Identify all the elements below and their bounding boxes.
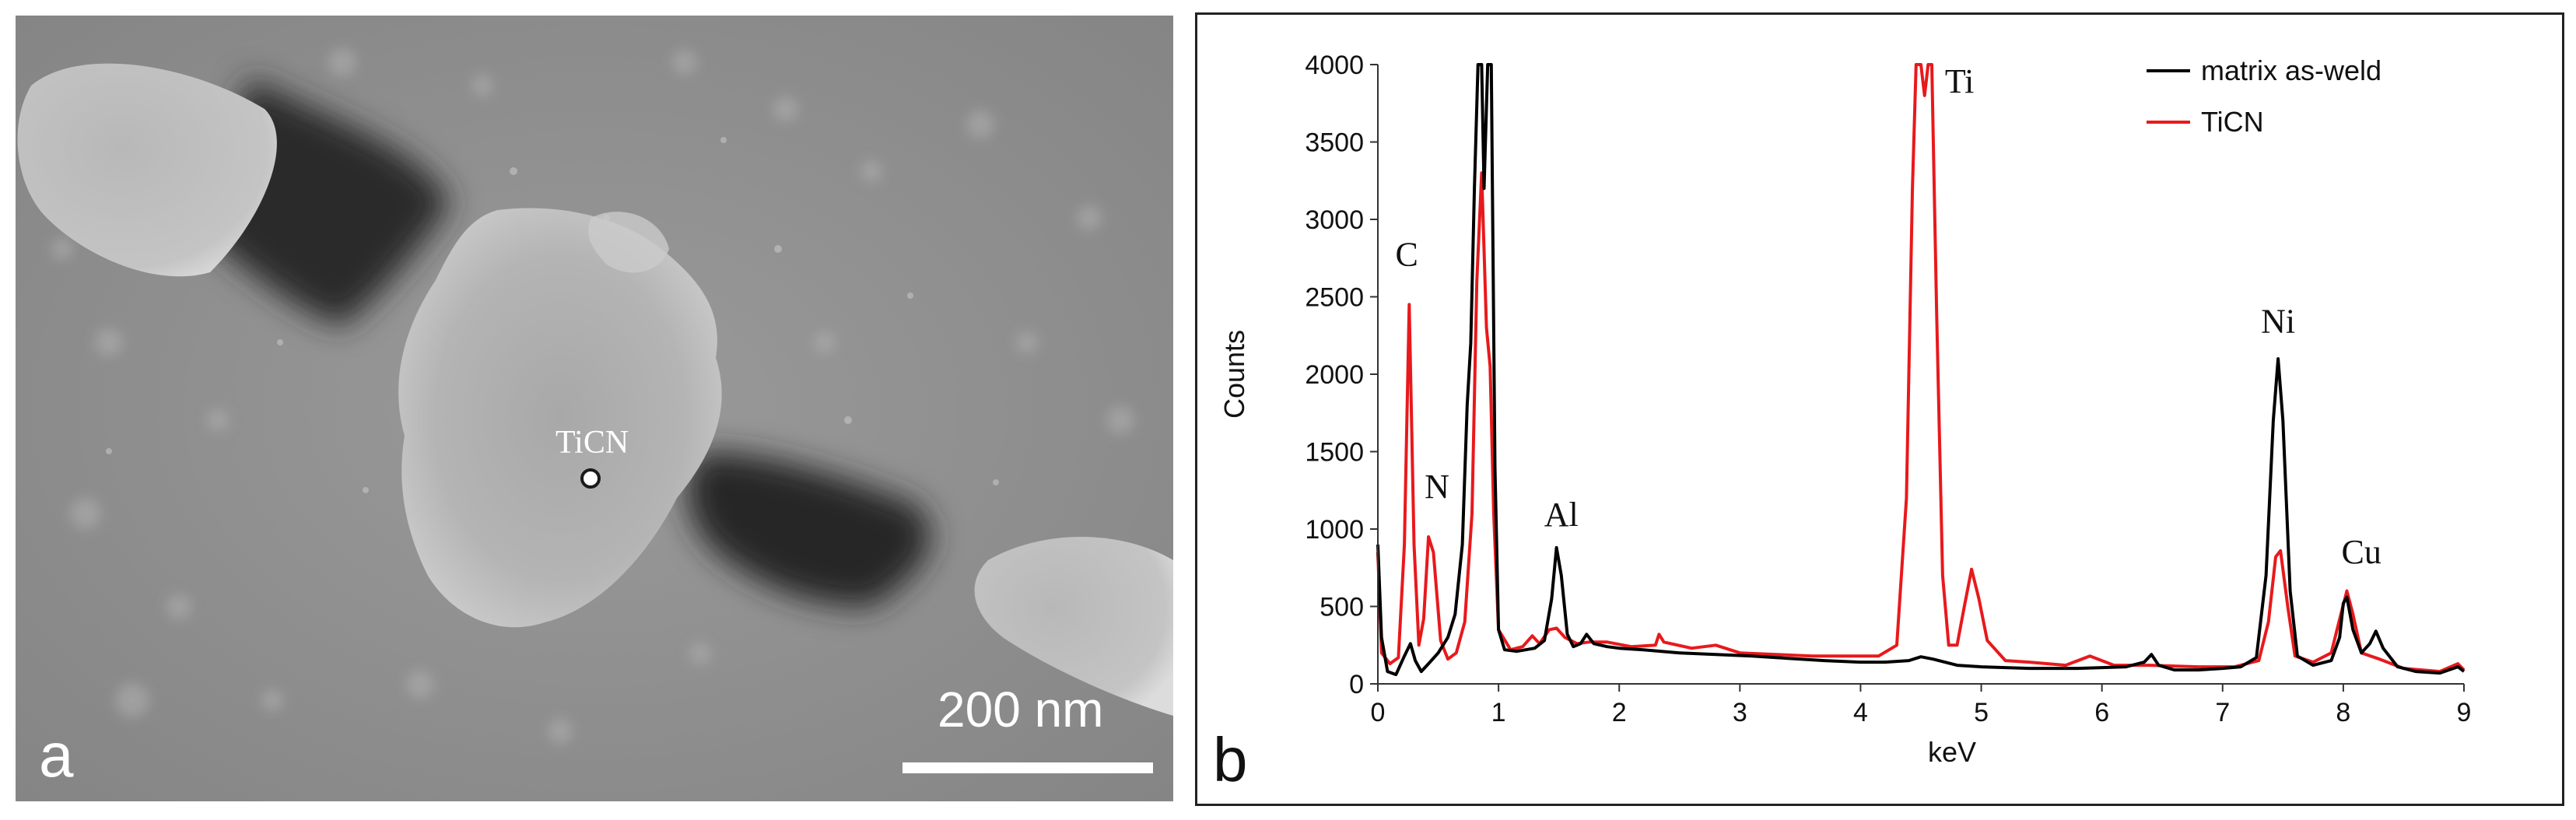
x-tick-label: 5	[1974, 698, 1989, 727]
y-tick-label: 2500	[1305, 283, 1364, 313]
panel-letter-b: b	[1213, 725, 1248, 794]
peak-label: Cu	[2341, 533, 2381, 571]
panel-letter-a: a	[39, 720, 74, 790]
sem-micrograph-image	[16, 16, 1173, 801]
peak-label: Ni	[2261, 302, 2295, 340]
particle-label: TiCN	[556, 425, 629, 461]
x-tick-label: 7	[2215, 698, 2230, 727]
x-tick-label: 3	[1733, 698, 1747, 727]
legend-label-ticn: TiCN	[2201, 106, 2264, 138]
peak-label: Ti	[1945, 62, 1975, 100]
x-tick-label: 2	[1612, 698, 1627, 727]
peak-label: Al	[1544, 496, 1579, 534]
sem-micrograph-panel: TiCN 200 nm a	[16, 16, 1173, 801]
x-tick-label: 6	[2094, 698, 2109, 727]
y-tick-label: 3000	[1305, 205, 1364, 235]
x-tick-label: 9	[2457, 698, 2472, 727]
legend: matrix as-weld TiCN	[2147, 54, 2381, 138]
analysis-point-marker	[580, 468, 601, 489]
x-tick-label: 8	[2336, 698, 2350, 727]
eds-spectrum-panel: 0 500 1000 1500 2000 2500 3000 3500 4000 0 1 2 3 4 5 6 7…	[1195, 12, 2564, 806]
x-tick-label: 0	[1371, 698, 1386, 727]
series-line-ticn	[1376, 63, 2466, 674]
y-tick-label: 2000	[1305, 360, 1364, 390]
y-tick-label: 0	[1349, 670, 1364, 699]
legend-label-matrix: matrix as-weld	[2201, 54, 2381, 86]
series-line-matrix	[1376, 63, 2466, 677]
y-tick-label: 1500	[1305, 438, 1364, 468]
y-tick-label: 1000	[1305, 515, 1364, 545]
x-axis-title: keV	[1928, 736, 1976, 768]
x-tick-label: 4	[1853, 698, 1868, 727]
y-tick-label: 4000	[1305, 51, 1364, 80]
eds-spectrum-chart: 0 500 1000 1500 2000 2500 3000 3500 4000 0 1 2 3 4 5 6 7…	[1213, 51, 2472, 794]
scale-bar	[902, 762, 1153, 773]
peak-label: C	[1396, 236, 1418, 274]
y-axis-title: Counts	[1218, 330, 1250, 419]
y-tick-label: 500	[1320, 593, 1364, 622]
y-tick-label: 3500	[1305, 128, 1364, 158]
peak-label: N	[1425, 468, 1449, 506]
scale-bar-label: 200 nm	[938, 682, 1104, 738]
x-tick-label: 1	[1491, 698, 1506, 727]
